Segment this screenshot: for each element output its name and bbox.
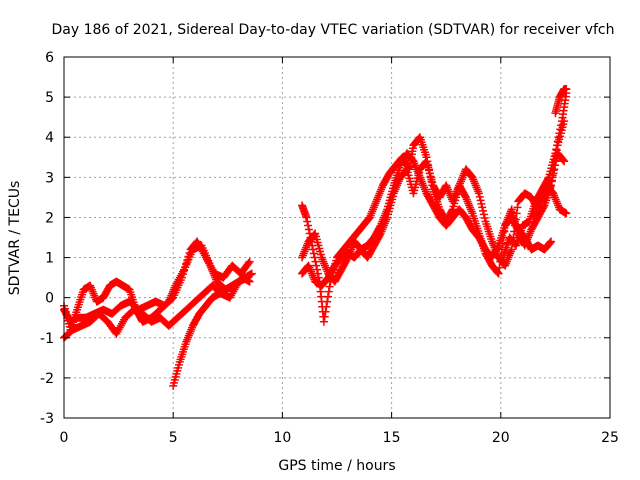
data-point <box>477 199 486 208</box>
data-point <box>303 217 312 226</box>
data-point <box>311 257 320 266</box>
data-point <box>495 263 504 272</box>
data-point <box>323 292 332 301</box>
axis-ticks: 0 5 10 15 20 25 -3 -2 -1 0 1 2 3 4 5 6 <box>40 50 619 446</box>
x-tick-label: 20 <box>492 430 510 446</box>
data-point <box>247 269 256 278</box>
data-point <box>559 156 568 165</box>
data-point <box>494 269 503 278</box>
data-point <box>475 192 484 201</box>
plot-frame <box>63 56 611 419</box>
series-trace-5 <box>298 133 569 326</box>
series-trace-7 <box>298 149 556 290</box>
data-point <box>493 268 502 277</box>
data-point <box>553 141 562 150</box>
y-tick-label: -1 <box>40 331 54 347</box>
data-point <box>493 243 502 252</box>
y-tick-label: 6 <box>45 50 54 66</box>
y-tick-label: -3 <box>40 411 54 427</box>
data-point <box>479 210 488 219</box>
x-tick-label: 25 <box>601 430 619 446</box>
data-point <box>512 209 521 218</box>
series-trace-8 <box>498 89 571 262</box>
data-point <box>321 307 330 316</box>
x-tick-label: 15 <box>383 430 401 446</box>
data-point <box>480 213 489 222</box>
x-tick-label: 10 <box>273 430 291 446</box>
data-point <box>312 261 321 270</box>
data-point <box>320 312 329 321</box>
data-point <box>553 137 562 146</box>
y-tick-label: 0 <box>45 291 54 307</box>
data-point <box>557 121 566 130</box>
data-point <box>554 133 563 142</box>
data-point <box>322 302 331 311</box>
series-trace-3 <box>60 273 252 342</box>
y-tick-label: 1 <box>45 251 54 267</box>
series-trace-9 <box>529 181 571 222</box>
data-point <box>313 265 322 274</box>
y-tick-label: -2 <box>40 371 54 387</box>
data-point <box>325 282 334 291</box>
x-axis-title: GPS time / hours <box>278 458 395 474</box>
data-point <box>560 157 569 166</box>
data-point <box>479 206 488 215</box>
data-point <box>562 85 571 94</box>
data-point <box>323 297 332 306</box>
data-point <box>244 259 253 268</box>
data-point <box>511 240 520 249</box>
data-point <box>547 237 556 246</box>
data-point <box>474 189 483 198</box>
grid <box>64 57 610 418</box>
y-tick-label: 2 <box>45 210 54 226</box>
data-point <box>546 238 555 247</box>
y-axis-title: SDTVAR / TECUs <box>7 181 23 296</box>
data-point <box>304 225 313 234</box>
data-point <box>461 191 470 200</box>
data-point <box>245 257 254 266</box>
data-point <box>375 222 384 231</box>
x-tick-label: 0 <box>60 430 69 446</box>
data-point <box>513 203 522 212</box>
data-point <box>552 145 561 154</box>
x-tick-label: 5 <box>169 430 178 446</box>
data-point <box>544 174 553 183</box>
y-tick-label: 3 <box>45 170 54 186</box>
data-point <box>308 245 317 254</box>
data-point <box>478 203 487 212</box>
data-point <box>555 129 564 138</box>
data-point <box>319 317 328 326</box>
data-point <box>309 249 318 258</box>
data-point <box>304 221 313 230</box>
data-point <box>551 149 560 158</box>
data-point <box>310 253 319 262</box>
data-point <box>562 209 571 218</box>
data-point <box>476 196 485 205</box>
series-trace-10 <box>551 85 571 118</box>
data-point <box>415 134 424 143</box>
data-series <box>60 85 571 390</box>
data-point <box>556 125 565 134</box>
y-tick-label: 4 <box>45 130 54 146</box>
data-point <box>302 213 311 222</box>
y-tick-label: 5 <box>45 90 54 106</box>
chart-title: Day 186 of 2021, Sidereal Day-to-day VTE… <box>51 22 614 38</box>
data-point <box>324 287 333 296</box>
series-trace-4 <box>169 269 256 390</box>
